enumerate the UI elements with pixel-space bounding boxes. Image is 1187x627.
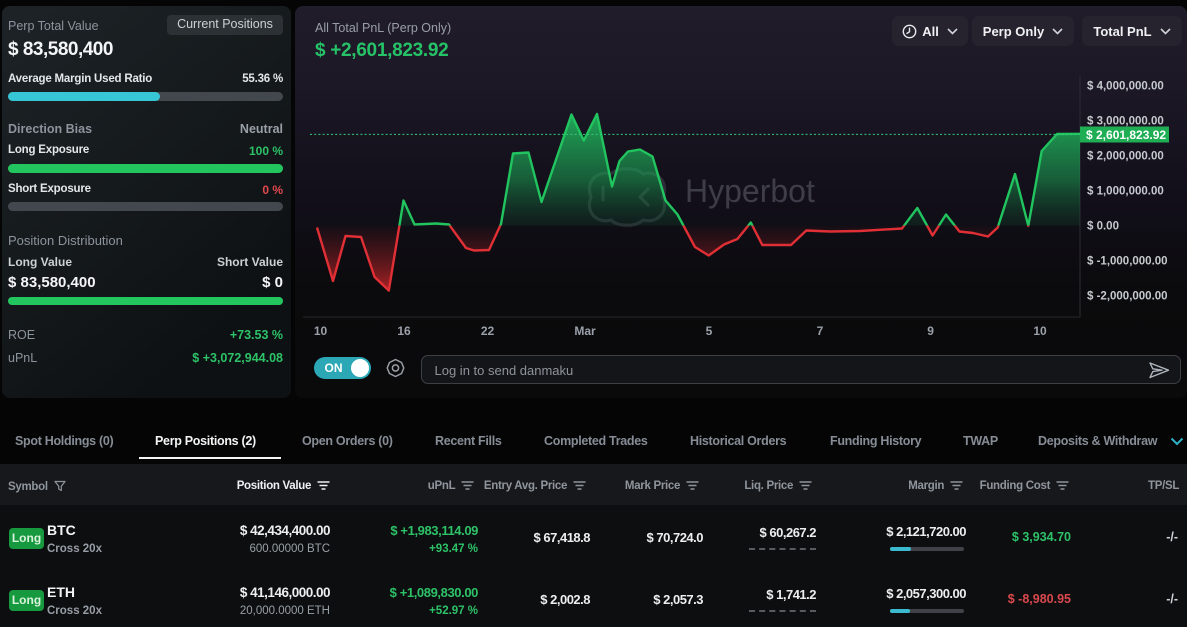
svg-text:10: 10 xyxy=(314,324,328,338)
svg-text:$ 2,000,000.00: $ 2,000,000.00 xyxy=(1087,151,1164,163)
svg-text:$ 3,000,000.00: $ 3,000,000.00 xyxy=(1087,116,1164,128)
svg-text:$ 4,000,000.00: $ 4,000,000.00 xyxy=(1087,80,1164,92)
svg-text:10: 10 xyxy=(1033,324,1047,338)
svg-text:22: 22 xyxy=(481,324,495,338)
svg-text:7: 7 xyxy=(817,324,824,338)
svg-text:$ -1,000,000.00: $ -1,000,000.00 xyxy=(1087,256,1168,268)
svg-text:$ 0.00: $ 0.00 xyxy=(1087,221,1119,233)
svg-text:$ -2,000,000.00: $ -2,000,000.00 xyxy=(1087,291,1168,303)
svg-text:Hyperbot: Hyperbot xyxy=(685,173,815,209)
svg-text:5: 5 xyxy=(706,324,713,338)
svg-text:9: 9 xyxy=(927,324,934,338)
svg-text:16: 16 xyxy=(397,324,411,338)
svg-text:Mar: Mar xyxy=(574,324,596,338)
svg-text:$ 1,000,000.00: $ 1,000,000.00 xyxy=(1087,186,1164,198)
svg-text:$ 2,601,823.92: $ 2,601,823.92 xyxy=(1086,128,1166,142)
